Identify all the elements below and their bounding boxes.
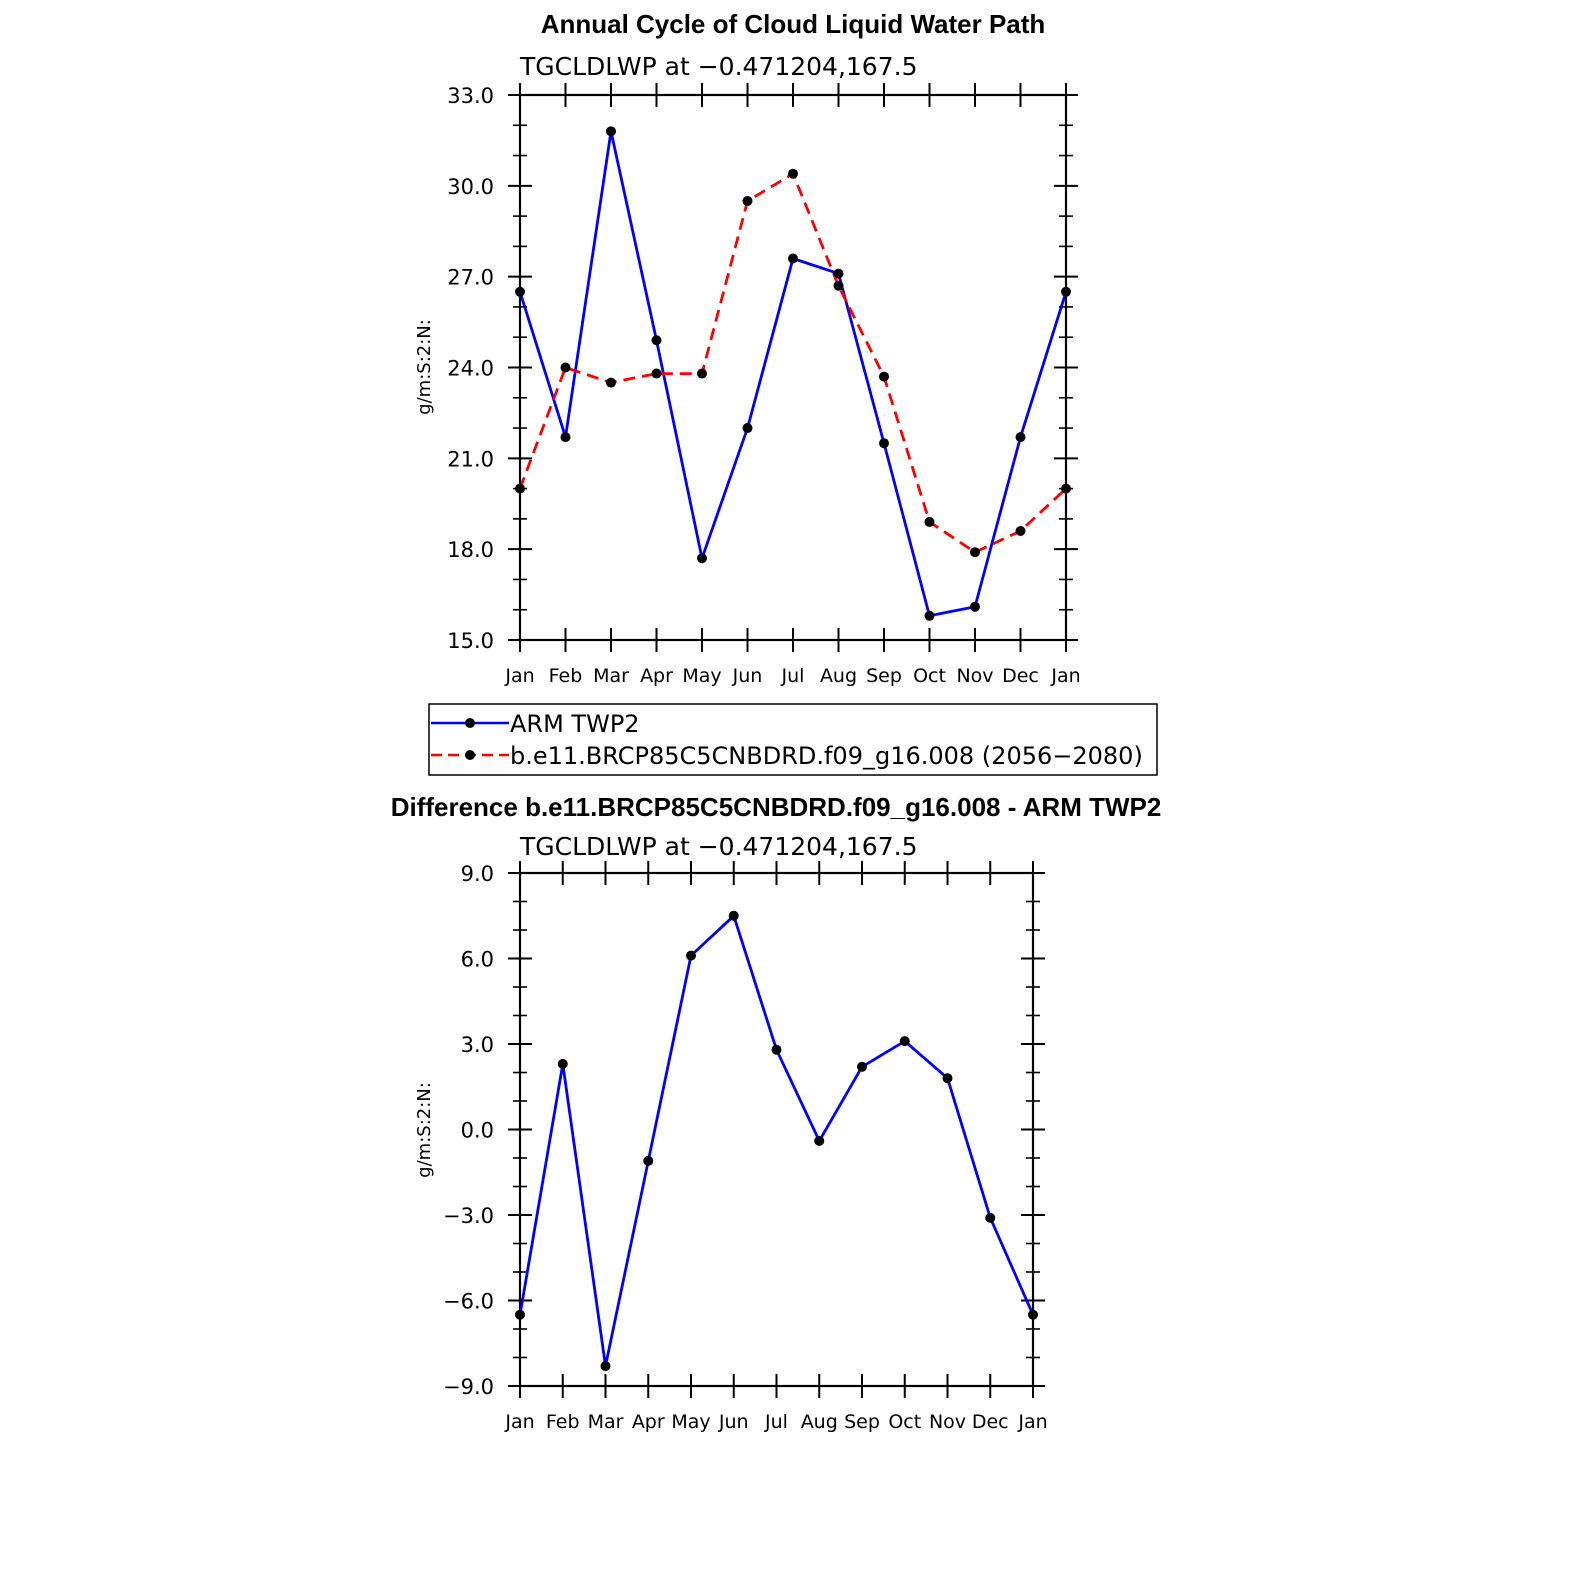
x-tick-label: Dec	[972, 1411, 1009, 1433]
legend-box	[428, 703, 1158, 776]
data-point-s1-4	[697, 368, 707, 379]
y-tick-label: 0.0	[461, 1119, 494, 1143]
data-point-s0-5	[728, 910, 739, 921]
x-tick-label: Apr	[632, 1411, 665, 1433]
x-tick-label: Jan	[504, 1411, 534, 1433]
x-tick-label: Nov	[929, 1411, 966, 1433]
data-point-s0-9	[899, 1036, 910, 1047]
x-tick-label: May	[671, 1411, 710, 1433]
x-tick-label: Sep	[844, 1411, 880, 1433]
x-tick-label: Jan	[1017, 1411, 1047, 1433]
series-line-1	[518, 172, 1067, 554]
y-tick-label: 18.0	[447, 538, 494, 562]
plot-area: Jan Feb Mar Apr May Jun Jul Aug Sep Oct Nov Dec Jan−…	[443, 861, 1048, 1433]
data-point-s0-2	[600, 1361, 611, 1372]
data-point-s0-11	[1015, 432, 1026, 443]
chart-subtitle: TGCLDLWP at −0.471204,167.5	[519, 52, 917, 81]
x-tick-label: Aug	[801, 1411, 838, 1433]
y-tick-label: −6.0	[443, 1290, 494, 1314]
x-tick-label: Jan	[1050, 665, 1080, 687]
legend-label-arm: ARM TWP2	[510, 710, 640, 738]
data-point-s0-12	[1028, 1309, 1038, 1320]
data-point-s1-10	[970, 547, 980, 558]
data-point-s0-1	[560, 432, 571, 443]
y-tick-label: 27.0	[447, 266, 494, 290]
data-point-s0-11	[985, 1212, 996, 1223]
y-tick-label: 24.0	[447, 357, 494, 381]
x-tick-label: Oct	[913, 665, 946, 687]
data-point-s0-8	[857, 1061, 867, 1072]
data-point-s0-7	[814, 1135, 825, 1146]
difference-panel: Difference b.e11.BRCP85C5CNBDRD.f09_g16.…	[391, 792, 1162, 1433]
data-point-s0-3	[651, 335, 662, 346]
y-tick-label: 3.0	[461, 1033, 494, 1057]
x-tick-label: Feb	[549, 665, 583, 687]
chart-title: Difference b.e11.BRCP85C5CNBDRD.f09_g16.…	[391, 792, 1162, 822]
data-point-s0-4	[697, 553, 707, 564]
series-line-0	[518, 129, 1068, 618]
data-point-s0-1	[557, 1058, 568, 1069]
data-point-s1-9	[924, 516, 935, 527]
data-point-s1-2	[606, 377, 616, 388]
data-point-s1-1	[560, 362, 571, 373]
legend-marker-arm	[465, 718, 475, 728]
y-axis-label: g/m:S:2:N:	[414, 1082, 435, 1178]
legend: ARM TWP2 b.e11.BRCP85C5CNBDRD.f09_g16.00…	[428, 703, 1158, 776]
data-point-s1-3	[651, 368, 662, 379]
y-tick-label: 33.0	[447, 84, 494, 108]
y-tick-label: 6.0	[461, 948, 494, 972]
y-tick-label: 9.0	[461, 862, 494, 886]
data-point-s0-7	[833, 268, 844, 279]
x-tick-label: Mar	[593, 665, 629, 687]
x-tick-label: Jul	[781, 665, 805, 687]
x-tick-label: Aug	[820, 665, 857, 687]
data-point-s0-10	[942, 1073, 953, 1084]
series-line-0	[518, 914, 1035, 1368]
x-tick-label: May	[682, 665, 721, 687]
plot-area: Jan Feb Mar Apr May Jun Jul Aug Sep Oct Nov Dec Jan 1…	[447, 83, 1081, 687]
data-point-s0-0	[515, 286, 525, 297]
x-tick-label: Jul	[764, 1411, 788, 1433]
data-point-s0-4	[686, 950, 696, 961]
chart-subtitle: TGCLDLWP at −0.471204,167.5	[519, 832, 917, 861]
x-tick-label: Feb	[546, 1411, 580, 1433]
data-point-s1-12	[1061, 483, 1071, 494]
data-point-s1-8	[879, 371, 889, 382]
x-tick-label: Sep	[866, 665, 902, 687]
x-tick-label: Jun	[732, 665, 763, 687]
data-point-s0-3	[643, 1155, 654, 1166]
data-point-s0-12	[1061, 286, 1071, 297]
data-point-s0-8	[879, 438, 889, 449]
data-point-s1-5	[742, 195, 753, 206]
x-tick-label: Mar	[588, 1411, 624, 1433]
y-tick-label: 15.0	[447, 629, 494, 653]
data-point-s0-5	[742, 423, 753, 434]
annual-cycle-panel: Annual Cycle of Cloud Liquid Water Path …	[414, 9, 1081, 687]
data-point-s0-6	[788, 253, 798, 264]
x-tick-label: Nov	[956, 665, 993, 687]
legend-marker-model	[465, 750, 475, 760]
data-point-s0-2	[606, 126, 616, 137]
x-tick-label: Dec	[1002, 665, 1039, 687]
y-tick-label: −3.0	[443, 1204, 494, 1228]
chart-title: Annual Cycle of Cloud Liquid Water Path	[541, 9, 1046, 39]
y-tick-label: 21.0	[447, 447, 494, 471]
x-tick-label: Jan	[504, 665, 534, 687]
y-tick-label: 30.0	[447, 175, 494, 199]
data-point-s0-9	[924, 610, 935, 621]
y-tick-label: −9.0	[443, 1375, 494, 1399]
data-point-s1-6	[788, 168, 798, 179]
data-point-s1-0	[515, 483, 525, 494]
data-point-s0-6	[771, 1044, 782, 1055]
data-point-s0-10	[970, 601, 980, 612]
x-tick-label: Oct	[888, 1411, 921, 1433]
data-point-s0-0	[515, 1309, 525, 1320]
x-tick-label: Jun	[718, 1411, 749, 1433]
legend-label-model: b.e11.BRCP85C5CNBDRD.f09_g16.008 (2056−2…	[510, 742, 1143, 770]
data-point-s1-7	[833, 280, 844, 291]
x-tick-label: Apr	[640, 665, 673, 687]
y-axis-label: g/m:S:2:N:	[414, 319, 435, 415]
data-point-s1-11	[1015, 526, 1026, 536]
